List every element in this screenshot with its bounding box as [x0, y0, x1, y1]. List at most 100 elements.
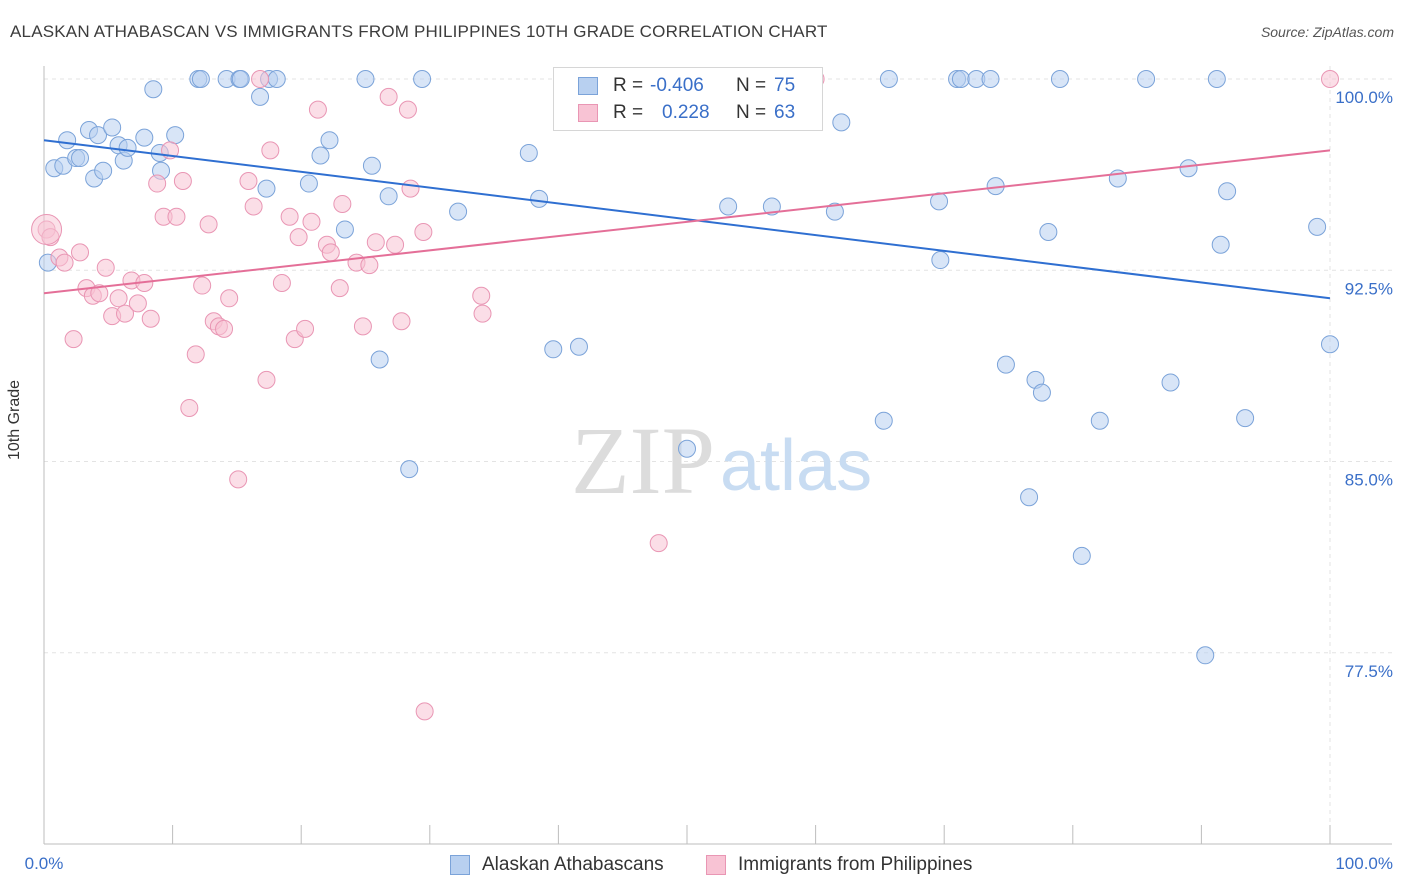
point-immigrants-philippines — [473, 304, 492, 323]
point-alaskan-athabascans — [135, 128, 154, 147]
stats-r-value: 0.228 — [662, 102, 710, 123]
watermark: ZIP atlas — [571, 407, 872, 514]
point-immigrants-philippines — [261, 141, 280, 160]
point-alaskan-athabascans — [58, 131, 77, 150]
point-alaskan-athabascans — [413, 70, 432, 88]
point-alaskan-athabascans — [299, 174, 318, 193]
point-immigrants-philippines — [55, 253, 74, 272]
stats-n-value: 75 — [774, 75, 796, 96]
point-alaskan-athabascans — [191, 70, 210, 88]
y-tick-label: 85.0% — [1345, 471, 1393, 490]
point-immigrants-philippines — [308, 100, 327, 119]
point-immigrants-philippines — [392, 312, 411, 331]
point-alaskan-athabascans — [1218, 182, 1237, 201]
point-alaskan-athabascans — [874, 411, 893, 430]
point-alaskan-athabascans — [71, 149, 90, 168]
point-alaskan-athabascans — [166, 126, 185, 145]
point-immigrants-philippines — [244, 197, 263, 216]
point-alaskan-athabascans — [379, 187, 398, 206]
point-alaskan-athabascans — [825, 202, 844, 221]
stats-r-label: R = — [613, 102, 644, 123]
trend-layer — [43, 139, 1331, 300]
point-immigrants-philippines — [353, 317, 372, 336]
legend-swatch-blue — [450, 855, 470, 875]
trend-line-blue — [43, 139, 1331, 300]
point-alaskan-athabascans — [1321, 335, 1339, 354]
points-layer — [31, 70, 1339, 721]
point-alaskan-athabascans — [118, 138, 137, 157]
point-immigrants-philippines — [330, 279, 349, 298]
point-immigrants-philippines — [1321, 70, 1339, 88]
point-alaskan-athabascans — [530, 189, 549, 208]
point-alaskan-athabascans — [931, 251, 950, 270]
point-immigrants-philippines — [379, 87, 398, 106]
point-alaskan-athabascans — [362, 156, 381, 175]
axes-layer — [43, 66, 1392, 845]
point-alaskan-athabascans — [370, 350, 389, 369]
point-alaskan-athabascans — [1161, 373, 1180, 392]
point-alaskan-athabascans — [251, 87, 270, 106]
point-alaskan-athabascans — [311, 146, 330, 165]
point-immigrants-philippines — [321, 243, 340, 262]
point-alaskan-athabascans — [89, 126, 108, 145]
point-immigrants-philippines — [141, 309, 160, 328]
stats-r-label: R = — [613, 75, 644, 96]
point-immigrants-philippines — [415, 702, 434, 721]
point-immigrants-philippines — [366, 233, 385, 252]
point-immigrants-philippines — [180, 398, 199, 417]
stats-n-value: 63 — [774, 102, 796, 123]
point-immigrants-philippines — [649, 534, 668, 553]
point-immigrants-philippines — [251, 70, 270, 88]
point-immigrants-philippines — [289, 228, 308, 247]
y-tick-label: 77.5% — [1345, 662, 1393, 681]
point-immigrants-philippines — [64, 330, 83, 349]
point-alaskan-athabascans — [1020, 488, 1039, 507]
x-tick-label: 100.0% — [1335, 854, 1393, 873]
point-immigrants-philippines — [173, 172, 192, 190]
point-alaskan-athabascans — [94, 161, 113, 180]
legend-swatch-pink — [706, 855, 726, 875]
point-alaskan-athabascans — [335, 220, 354, 239]
chart-title: ALASKAN ATHABASCAN VS IMMIGRANTS FROM PH… — [10, 22, 828, 41]
point-immigrants-philippines — [280, 207, 299, 226]
point-immigrants-philippines — [199, 215, 218, 234]
stats-n-label: N = — [736, 75, 767, 96]
point-alaskan-athabascans — [762, 197, 781, 216]
point-immigrants-philippines — [186, 345, 205, 364]
point-immigrants-philippines — [90, 284, 109, 303]
point-immigrants-philippines — [401, 179, 420, 198]
point-alaskan-athabascans — [951, 70, 970, 88]
point-alaskan-athabascans — [1050, 70, 1069, 88]
legend-label: Alaskan Athabascans — [482, 854, 664, 875]
point-immigrants-philippines — [360, 256, 379, 275]
y-tick-label: 100.0% — [1335, 88, 1393, 107]
point-immigrants-philippines — [386, 235, 405, 254]
point-alaskan-athabascans — [1090, 411, 1109, 430]
point-alaskan-athabascans — [1179, 159, 1198, 178]
stats-r-value: -0.406 — [650, 75, 704, 96]
point-immigrants-philippines — [215, 319, 234, 338]
point-alaskan-athabascans — [1196, 646, 1215, 665]
point-immigrants-philippines — [193, 276, 212, 295]
point-immigrants-philippines-large — [31, 213, 63, 245]
point-alaskan-athabascans — [832, 113, 851, 132]
point-alaskan-athabascans — [231, 70, 250, 88]
point-immigrants-philippines — [109, 289, 128, 308]
point-immigrants-philippines — [71, 243, 90, 262]
point-immigrants-philippines — [220, 289, 239, 308]
point-immigrants-philippines — [167, 207, 186, 226]
point-alaskan-athabascans — [1072, 546, 1091, 565]
point-immigrants-philippines — [333, 194, 352, 213]
point-alaskan-athabascans — [569, 337, 588, 356]
y-axis-label: 10th Grade — [6, 379, 23, 460]
point-alaskan-athabascans — [519, 143, 538, 162]
stats-swatch-blue — [578, 77, 598, 95]
point-immigrants-philippines — [239, 172, 258, 190]
point-alaskan-athabascans — [267, 70, 286, 88]
point-alaskan-athabascans — [1137, 70, 1156, 88]
point-alaskan-athabascans — [1211, 235, 1230, 254]
point-immigrants-philippines — [272, 274, 291, 292]
point-alaskan-athabascans — [144, 80, 163, 99]
point-immigrants-philippines — [296, 319, 315, 338]
